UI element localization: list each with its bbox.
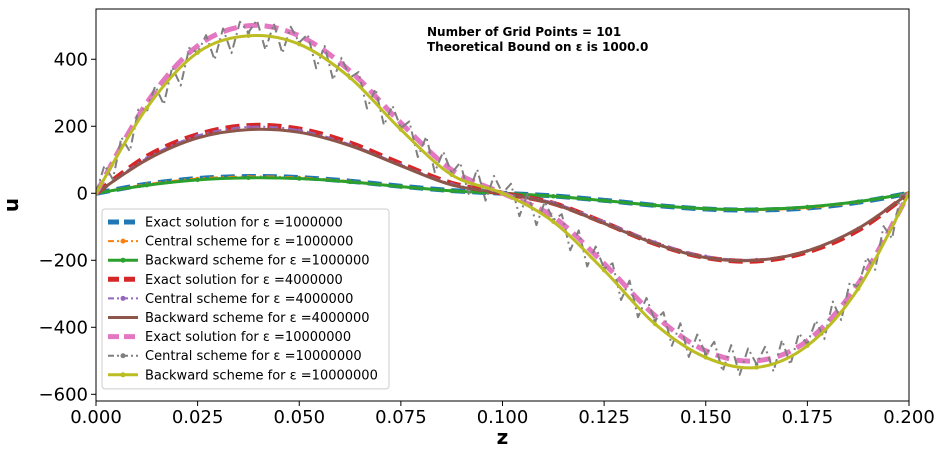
- x-tick-label: 0.125: [578, 407, 630, 428]
- series-point: [652, 321, 658, 327]
- series-point: [398, 127, 404, 132]
- legend-marker: [120, 295, 126, 301]
- series-point: [855, 199, 861, 204]
- series-point: [246, 30, 251, 35]
- x-tick-label: 0.100: [477, 407, 529, 428]
- series-point: [96, 191, 99, 196]
- tick-layer: 0.000 0.025 0.050 0.075 0.100 0.125 0.150 0.175…: [39, 49, 935, 428]
- annotation-theoretical-bound: Theoretical Bound on ε is 1000.0: [427, 40, 648, 54]
- series-point: [805, 204, 810, 210]
- x-tick-label: 0.000: [70, 407, 122, 428]
- series-point: [449, 188, 454, 194]
- legend-label: Central scheme for ε =1000000: [145, 235, 353, 250]
- x-tick-label: 0.025: [172, 407, 224, 428]
- series-point: [347, 75, 353, 80]
- legend-marker: [120, 353, 126, 359]
- series-point: [297, 41, 302, 47]
- legend-label: Central scheme for ε =10000000: [145, 349, 362, 364]
- series-point: [246, 175, 251, 181]
- series-point: [297, 176, 302, 181]
- series-point: [754, 362, 759, 366]
- series-line-4: [96, 125, 909, 261]
- series-point: [703, 355, 708, 360]
- legend-marker: [120, 372, 126, 378]
- y-axis-label: u: [0, 198, 23, 212]
- series-point: [195, 177, 200, 183]
- series-point: [246, 33, 251, 39]
- series-point: [652, 203, 658, 208]
- y-tick-label: −200: [39, 250, 88, 271]
- series-point: [754, 207, 759, 212]
- series-point: [246, 125, 251, 129]
- series-point: [144, 183, 150, 188]
- series-point: [551, 194, 556, 199]
- legend-label: Exact solution for ε =1000000: [145, 216, 343, 231]
- legend-marker: [120, 238, 126, 244]
- legend-marker: [120, 257, 126, 263]
- series-point: [601, 268, 607, 273]
- legend-label: Exact solution for ε =10000000: [145, 330, 351, 345]
- series-point: [449, 172, 454, 178]
- series-point: [601, 198, 607, 203]
- series-point: [805, 343, 810, 348]
- x-tick-label: 0.150: [680, 407, 732, 428]
- legend: Exact solution for ε =1000000 Central sch…: [101, 208, 390, 390]
- x-tick-label: 0.175: [782, 407, 834, 428]
- legend-label: Backward scheme for ε =4000000: [145, 311, 370, 326]
- x-tick-label: 0.050: [273, 407, 325, 428]
- y-tick-label: 0: [77, 183, 88, 204]
- y-tick-label: −400: [39, 317, 88, 338]
- legend-label: Exact solution for ε =4000000: [145, 273, 343, 288]
- series-point: [398, 184, 404, 189]
- legend-box: [101, 208, 390, 390]
- series-point: [703, 352, 708, 356]
- annotation-grid-points: Number of Grid Points = 101: [427, 25, 621, 39]
- series-point: [500, 191, 505, 196]
- y-tick-label: 400: [54, 49, 88, 70]
- series-point: [906, 191, 909, 196]
- series-point: [551, 219, 556, 224]
- series-point: [754, 365, 759, 370]
- series-point: [855, 286, 861, 291]
- legend-label: Central scheme for ε =4000000: [145, 292, 353, 307]
- legend-label: Backward scheme for ε =10000000: [145, 368, 378, 383]
- series-point: [144, 105, 150, 111]
- legend-label: Backward scheme for ε =1000000: [145, 254, 370, 269]
- y-tick-label: −600: [39, 384, 88, 405]
- series-point: [703, 206, 708, 211]
- y-tick-label: 200: [54, 116, 88, 137]
- series-layer: [96, 19, 909, 376]
- series-point: [347, 179, 353, 185]
- x-tick-label: 0.200: [883, 407, 935, 428]
- series-point: [195, 50, 200, 55]
- x-axis-label: z: [497, 425, 509, 448]
- x-tick-label: 0.075: [375, 407, 427, 428]
